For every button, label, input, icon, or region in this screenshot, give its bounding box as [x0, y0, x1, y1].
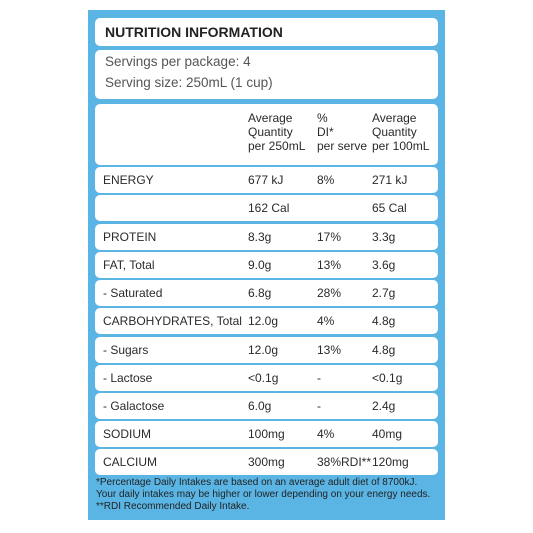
row-value: 13% — [317, 343, 342, 357]
servings: Servings per package: 4 — [105, 54, 251, 69]
row-label: - Saturated — [103, 286, 163, 300]
row-value: 38%RDI** — [317, 455, 372, 469]
footnote: **RDI Recommended Daily Intake. — [96, 501, 250, 512]
header-cell: Average Quantity per 100mL — [372, 111, 430, 153]
row-label: CALCIUM — [103, 455, 158, 469]
row-label: - Galactose — [103, 399, 165, 413]
row-box — [95, 167, 438, 193]
row-value: 2.7g — [372, 286, 396, 300]
row-value: 300mg — [248, 455, 285, 469]
serving-size: Serving size: 250mL (1 cup) — [105, 75, 273, 90]
row-value: 120mg — [372, 455, 409, 469]
row-label: SODIUM — [103, 427, 151, 441]
row-value: 3.3g — [372, 230, 396, 244]
row-value: 13% — [317, 258, 342, 272]
row-label: PROTEIN — [103, 230, 157, 244]
row-box — [95, 449, 438, 475]
row-box — [95, 280, 438, 306]
row-box — [95, 337, 438, 363]
row-label: ENERGY — [103, 173, 154, 187]
row-value: - — [317, 371, 321, 385]
title-box — [95, 18, 438, 46]
row-value: 4.8g — [372, 343, 396, 357]
servings-box — [95, 50, 438, 99]
row-value: <0.1g — [248, 371, 279, 385]
row-value: 100mg — [248, 427, 285, 441]
row-label: CARBOHYDRATES, Total — [103, 314, 242, 328]
row-box — [95, 252, 438, 278]
row-value: 12.0g — [248, 343, 279, 357]
row-box — [95, 224, 438, 250]
row-value: 9.0g — [248, 258, 272, 272]
row-value: 6.8g — [248, 286, 272, 300]
footnote: Your daily intakes may be higher or lowe… — [96, 489, 431, 500]
row-value: 677 kJ — [248, 173, 284, 187]
row-value: 4% — [317, 427, 335, 441]
row-value: 2.4g — [372, 399, 396, 413]
row-value: 3.6g — [372, 258, 396, 272]
row-box — [95, 393, 438, 419]
row-box — [95, 365, 438, 391]
row-value: 40mg — [372, 427, 403, 441]
row-value: 162 Cal — [248, 201, 290, 215]
row-value: 6.0g — [248, 399, 272, 413]
row-value: 8% — [317, 173, 335, 187]
row-value: 28% — [317, 286, 342, 300]
row-value: 12.0g — [248, 314, 279, 328]
header-cell: % DI* per serve — [317, 111, 368, 153]
row-value: 271 kJ — [372, 173, 408, 187]
row-label: - Lactose — [103, 371, 153, 385]
header-box — [95, 104, 438, 165]
row-value: 8.3g — [248, 230, 272, 244]
row-value: 4% — [317, 314, 335, 328]
row-value: 17% — [317, 230, 342, 244]
row-value: 4.8g — [372, 314, 396, 328]
row-label: - Sugars — [103, 343, 149, 357]
row-value: - — [317, 399, 321, 413]
row-box — [95, 308, 438, 334]
header-cell: Average Quantity per 250mL — [248, 111, 306, 153]
title: NUTRITION INFORMATION — [105, 24, 283, 40]
row-value: <0.1g — [372, 371, 403, 385]
row-value: 65 Cal — [372, 201, 407, 215]
row-box — [95, 195, 438, 221]
row-label: FAT, Total — [103, 258, 155, 272]
row-box — [95, 421, 438, 447]
footnote: *Percentage Daily Intakes are based on a… — [96, 477, 418, 488]
